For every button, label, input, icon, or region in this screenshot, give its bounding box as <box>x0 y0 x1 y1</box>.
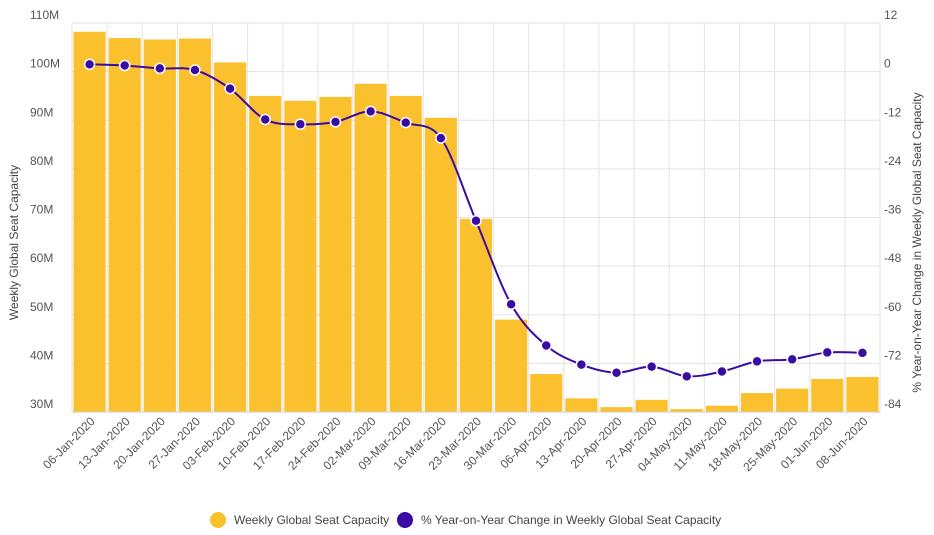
right-axis-title: % Year-on-Year Change in Weekly Global S… <box>910 92 924 392</box>
bar <box>214 62 247 412</box>
left-tick-label: 100M <box>30 57 60 71</box>
yoy-change-point <box>610 366 623 379</box>
right-tick-label: -84 <box>884 397 902 411</box>
left-tick-label: 70M <box>30 203 53 217</box>
bar <box>459 218 493 412</box>
bar <box>811 378 844 412</box>
yoy-change-point <box>505 298 517 310</box>
yoy-change-point <box>540 339 553 352</box>
right-tick-label: -12 <box>884 105 902 119</box>
bar <box>530 374 563 412</box>
left-tick-label: 80M <box>30 154 53 168</box>
yoy-change-point <box>118 59 131 72</box>
left-tick-label: 40M <box>30 348 53 362</box>
bar <box>670 409 703 412</box>
yoy-change-point <box>681 370 693 383</box>
bar <box>73 31 106 412</box>
left-tick-label: 60M <box>30 251 53 265</box>
bar <box>495 319 528 412</box>
right-tick-label: -60 <box>884 300 902 314</box>
yoy-change-point <box>294 118 307 131</box>
left-axis-title: Weekly Global Seat Capacity <box>7 165 21 320</box>
legend-label-seat-capacity: Weekly Global Seat Capacity <box>234 513 389 527</box>
yoy-change-point <box>83 58 96 71</box>
left-tick-label: 30M <box>30 397 53 411</box>
legend-label-yoy-change: % Year-on-Year Change in Weekly Global S… <box>421 513 721 527</box>
yoy-change-point <box>470 214 482 227</box>
legend-marker-yoy-change <box>397 512 413 528</box>
yoy-change-point <box>575 358 588 371</box>
yoy-change-point <box>435 132 447 144</box>
yoy-change-point <box>716 365 728 378</box>
bar <box>424 117 457 412</box>
legend: Weekly Global Seat Capacity % Year-on-Yea… <box>210 512 721 528</box>
bar <box>635 399 668 412</box>
right-tick-label: -24 <box>884 154 902 168</box>
yoy-change-point <box>189 64 201 76</box>
bar <box>776 388 809 412</box>
line-layer <box>83 58 869 383</box>
bar <box>108 38 141 412</box>
bar <box>740 393 774 412</box>
yoy-change-point <box>259 113 271 126</box>
yoy-change-point <box>154 62 166 75</box>
bar <box>178 38 212 413</box>
bar <box>249 95 282 412</box>
yoy-change-point <box>364 105 377 118</box>
bars-layer <box>73 31 879 413</box>
right-tick-label: 12 <box>884 8 898 22</box>
yoy-change-point <box>821 346 834 359</box>
right-tick-label: -48 <box>884 251 902 265</box>
right-tick-label: 0 <box>884 57 891 71</box>
yoy-change-point <box>856 347 869 359</box>
yoy-change-point <box>224 82 236 95</box>
legend-marker-seat-capacity <box>210 512 226 528</box>
yoy-change-point <box>329 116 342 128</box>
bar <box>389 95 422 412</box>
left-tick-label: 110M <box>30 8 59 22</box>
bar <box>565 398 598 412</box>
yoy-change-point <box>645 360 658 373</box>
yoy-change-point <box>751 355 763 368</box>
right-tick-label: -72 <box>884 348 902 362</box>
bar <box>846 376 879 412</box>
bar <box>705 405 738 412</box>
bar <box>319 96 352 412</box>
bar <box>284 100 317 413</box>
left-tick-label: 90M <box>30 105 53 119</box>
yoy-change-point <box>399 116 412 129</box>
bar <box>143 39 176 412</box>
right-tick-label: -36 <box>884 203 902 217</box>
left-tick-label: 50M <box>30 300 53 314</box>
bar <box>600 407 633 412</box>
bar <box>354 83 387 412</box>
yoy-change-point <box>786 353 798 366</box>
